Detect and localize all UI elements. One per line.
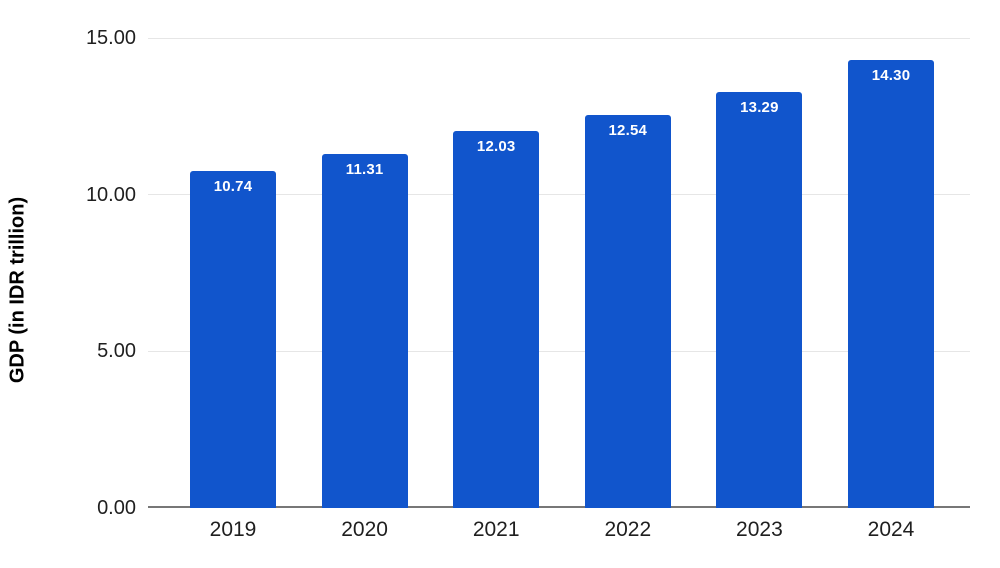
bar-2024: 14.30 <box>848 59 934 508</box>
bar-value-label: 12.03 <box>476 138 516 156</box>
bar-value-label: 10.74 <box>213 178 253 196</box>
bar-2022: 12.54 <box>584 115 671 508</box>
gridline <box>148 37 970 39</box>
x-tick-label: 2023 <box>736 518 783 541</box>
bar-value-label: 11.31 <box>345 160 384 178</box>
x-tick-label: 2021 <box>472 518 520 541</box>
bar-2023: 13.29 <box>716 91 803 508</box>
bar-value-label: 13.29 <box>740 98 779 116</box>
bar-2020: 11.31 <box>321 153 408 508</box>
x-tick-label: 2024 <box>867 518 915 541</box>
plot-area: 10.74 11.31 12.03 12.54 13.29 14.30 <box>148 37 970 508</box>
x-tick-label: 2022 <box>604 518 652 541</box>
y-tick-label: 0.00 <box>97 497 136 519</box>
x-tick-label: 2019 <box>209 518 257 541</box>
bar-2021: 12.03 <box>453 131 540 508</box>
gridline <box>148 194 970 196</box>
gridline <box>148 350 970 352</box>
bar-value-label: 14.30 <box>871 66 911 84</box>
x-tick-label: 2020 <box>341 518 388 541</box>
y-tick-label: 10.00 <box>85 183 136 206</box>
bar-2019: 10.74 <box>190 171 276 508</box>
y-tick-label: 5.00 <box>97 340 136 363</box>
x-axis-line <box>148 506 970 508</box>
y-tick-label: 15.00 <box>85 27 136 49</box>
y-axis-title: GDP (in IDR trillion) <box>6 196 29 384</box>
bar-value-label: 12.54 <box>608 122 648 140</box>
